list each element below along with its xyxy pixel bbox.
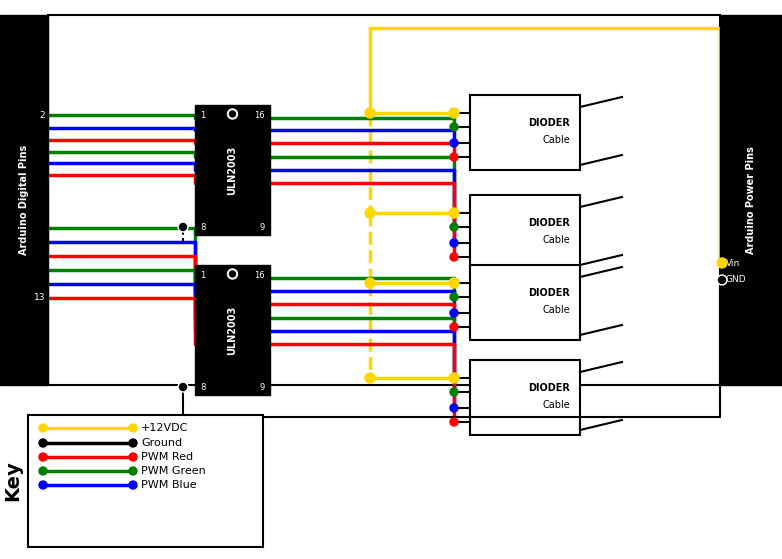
Text: ULN2003: ULN2003 (228, 305, 238, 354)
Circle shape (450, 418, 458, 426)
Text: DIODER: DIODER (528, 118, 570, 128)
Circle shape (180, 383, 186, 391)
Text: 8: 8 (200, 222, 206, 231)
Circle shape (229, 271, 235, 277)
Text: 2: 2 (39, 111, 45, 120)
Text: 13: 13 (34, 293, 45, 302)
Text: 1: 1 (200, 271, 205, 280)
Bar (720, 15, 782, 385)
Circle shape (229, 111, 235, 117)
Bar (48, 15, 720, 385)
Circle shape (178, 382, 188, 392)
Circle shape (129, 424, 137, 432)
Circle shape (129, 467, 137, 475)
Text: 1: 1 (200, 111, 205, 120)
Circle shape (365, 278, 375, 288)
Circle shape (450, 239, 458, 247)
Circle shape (449, 208, 459, 218)
Circle shape (450, 293, 458, 301)
Text: 9: 9 (260, 222, 265, 231)
Text: Cable: Cable (542, 235, 570, 245)
Circle shape (228, 109, 238, 119)
Circle shape (178, 222, 188, 232)
Bar (470, 195, 580, 270)
Bar (195, 265, 270, 395)
Circle shape (450, 123, 458, 131)
Text: Cable: Cable (542, 135, 570, 145)
Text: 9: 9 (260, 382, 265, 391)
Text: DIODER: DIODER (528, 218, 570, 228)
Circle shape (180, 224, 186, 230)
Circle shape (450, 309, 458, 317)
Circle shape (717, 258, 727, 268)
Text: Cable: Cable (542, 400, 570, 410)
Text: 8: 8 (200, 382, 206, 391)
Circle shape (129, 481, 137, 489)
Circle shape (450, 153, 458, 161)
Circle shape (129, 439, 137, 447)
Circle shape (365, 373, 375, 383)
Text: ULN2003: ULN2003 (228, 145, 238, 195)
Circle shape (717, 275, 727, 285)
Circle shape (450, 404, 458, 412)
Text: Arduino Power Pins: Arduino Power Pins (746, 146, 756, 254)
Circle shape (39, 467, 47, 475)
Text: Arduino Digital Pins: Arduino Digital Pins (19, 145, 29, 255)
Circle shape (450, 223, 458, 231)
Circle shape (450, 388, 458, 396)
Text: +12VDC: +12VDC (141, 423, 188, 433)
Circle shape (449, 373, 459, 383)
Circle shape (39, 453, 47, 461)
Text: PWM Red: PWM Red (141, 452, 193, 462)
Text: DIODER: DIODER (528, 288, 570, 298)
Bar (470, 95, 580, 170)
Circle shape (449, 278, 459, 288)
Text: 16: 16 (254, 111, 265, 120)
Circle shape (449, 108, 459, 118)
Bar (470, 265, 580, 340)
Bar (0, 15, 48, 385)
Bar (195, 105, 270, 235)
Text: GND: GND (726, 276, 747, 285)
Circle shape (39, 481, 47, 489)
Bar (28, 415, 263, 547)
Circle shape (450, 139, 458, 147)
Text: Ground: Ground (141, 438, 182, 448)
Text: PWM Blue: PWM Blue (141, 480, 196, 490)
Circle shape (228, 269, 238, 279)
Circle shape (365, 208, 375, 218)
Circle shape (129, 453, 137, 461)
Text: PWM Green: PWM Green (141, 466, 206, 476)
Circle shape (365, 108, 375, 118)
Circle shape (450, 323, 458, 331)
Text: DIODER: DIODER (528, 383, 570, 393)
Circle shape (450, 253, 458, 261)
Text: Vin: Vin (726, 258, 741, 268)
Bar (470, 360, 580, 435)
Text: Cable: Cable (542, 305, 570, 315)
Circle shape (39, 439, 47, 447)
Circle shape (39, 424, 47, 432)
Text: Key: Key (3, 461, 23, 501)
Circle shape (719, 277, 726, 283)
Text: 16: 16 (254, 271, 265, 280)
